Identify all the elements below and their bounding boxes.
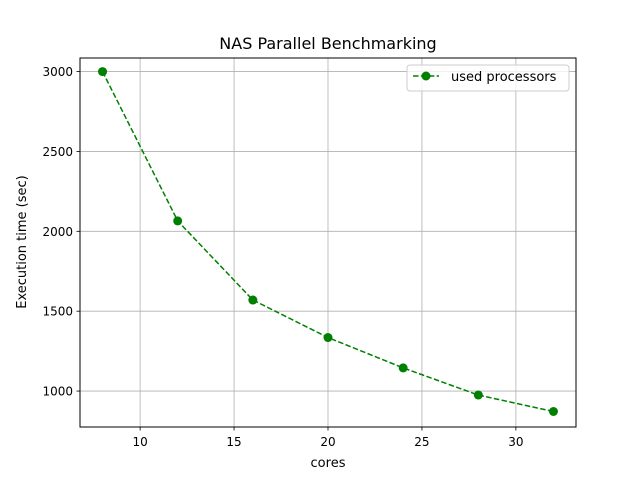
y-axis-label: Execution time (sec) bbox=[15, 175, 30, 309]
x-axis-label: cores bbox=[311, 456, 346, 471]
y-tick-label: 1000 bbox=[42, 385, 73, 399]
legend: used processors bbox=[406, 64, 570, 92]
x-tick-label: 10 bbox=[132, 435, 147, 449]
data-point bbox=[473, 390, 483, 400]
series-layer bbox=[98, 67, 558, 417]
data-point bbox=[323, 333, 333, 343]
legend-marker bbox=[421, 71, 431, 81]
data-point bbox=[398, 363, 408, 373]
data-point bbox=[548, 407, 558, 417]
data-point bbox=[173, 216, 183, 226]
x-tick-label: 15 bbox=[226, 435, 241, 449]
y-tick-label: 1500 bbox=[42, 305, 73, 319]
y-tick-label: 2000 bbox=[42, 225, 73, 239]
x-tick-label: 25 bbox=[414, 435, 429, 449]
data-point bbox=[248, 295, 258, 305]
y-tick-label: 2500 bbox=[42, 145, 73, 159]
legend-label: used processors bbox=[451, 70, 557, 85]
y-tick-label: 3000 bbox=[42, 65, 73, 79]
chart-title: NAS Parallel Benchmarking bbox=[219, 34, 436, 53]
x-tick-label: 30 bbox=[508, 435, 523, 449]
legend-box bbox=[406, 64, 570, 92]
data-point bbox=[98, 67, 108, 77]
x-tick-label: 20 bbox=[320, 435, 335, 449]
axis-ticks: 10 15 20 25 30 1000 1500 2000 2500 3000 bbox=[42, 65, 523, 449]
